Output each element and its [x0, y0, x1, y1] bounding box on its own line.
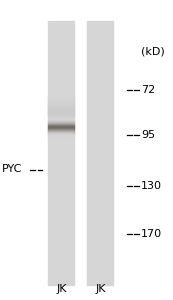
Bar — [48, 101, 74, 102]
Bar — [48, 131, 74, 132]
Bar — [48, 130, 74, 131]
Bar — [48, 125, 74, 126]
Bar — [48, 96, 74, 97]
Bar — [48, 97, 74, 98]
Text: 95: 95 — [141, 130, 155, 140]
Bar — [48, 103, 74, 104]
Text: (kD): (kD) — [141, 46, 165, 56]
Bar — [87, 21, 113, 285]
Bar — [48, 112, 74, 113]
Bar — [48, 100, 74, 101]
Text: PYC: PYC — [2, 164, 22, 175]
Bar — [48, 129, 74, 130]
Bar — [48, 134, 74, 135]
Bar — [48, 135, 74, 136]
Bar — [48, 132, 74, 133]
Bar — [48, 109, 74, 110]
Bar — [48, 108, 74, 109]
Bar — [48, 126, 74, 127]
Bar — [48, 115, 74, 116]
Bar — [48, 21, 74, 285]
Text: 130: 130 — [141, 181, 162, 191]
Bar — [48, 98, 74, 99]
Bar — [48, 133, 74, 134]
Bar — [48, 99, 74, 100]
Bar — [48, 111, 74, 112]
Text: JK: JK — [56, 284, 67, 295]
Bar — [48, 123, 74, 124]
Bar — [48, 106, 74, 108]
Bar — [48, 113, 74, 114]
Bar — [48, 116, 74, 117]
Bar — [48, 110, 74, 111]
Bar — [48, 128, 74, 129]
Bar — [48, 120, 74, 121]
Bar — [48, 121, 74, 122]
Text: 72: 72 — [141, 85, 155, 95]
Text: 170: 170 — [141, 229, 162, 239]
Bar — [48, 102, 74, 103]
Bar — [48, 114, 74, 115]
Bar — [48, 124, 74, 125]
Text: JK: JK — [96, 284, 106, 295]
Bar — [48, 122, 74, 123]
Bar — [48, 104, 74, 106]
Bar — [48, 136, 74, 137]
